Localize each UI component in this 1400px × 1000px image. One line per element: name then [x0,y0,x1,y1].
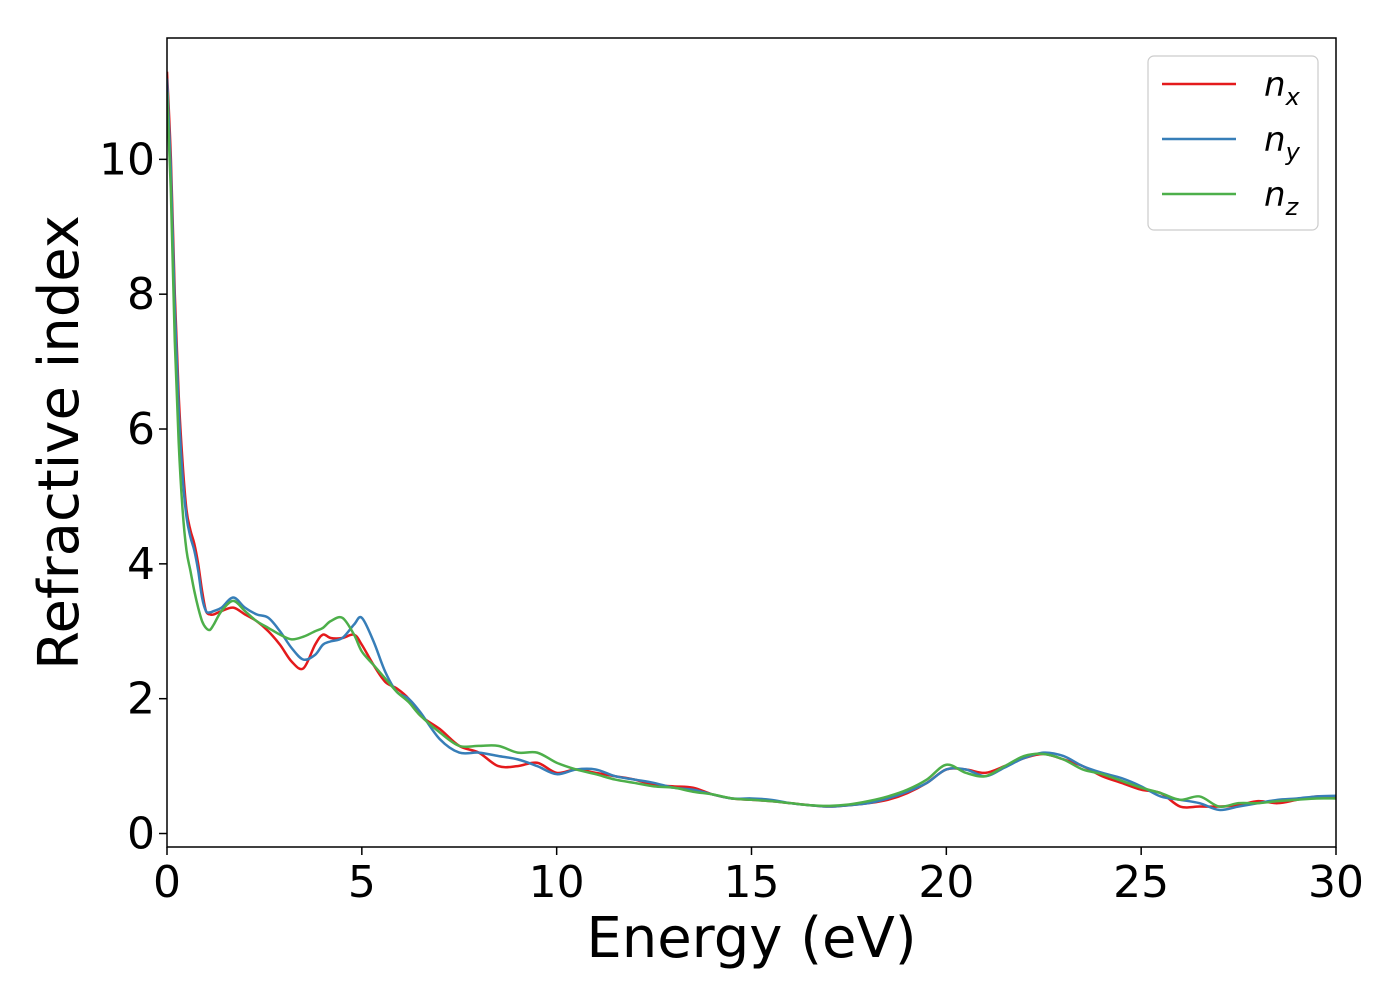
ticks-layer: 0 5 10 15 20 25 30 0 2 4 6 8 10 [99,134,1364,908]
x-tick-label: 0 [153,857,181,908]
y-axis-label: Refractive index [27,215,92,670]
x-axis-label: Energy (eV) [586,906,916,971]
y-tick-label: 0 [127,809,155,860]
y-tick-label: 6 [127,404,155,455]
y-tick-label: 8 [127,269,155,320]
x-tick-label: 30 [1308,857,1364,908]
legend-label-y: ny [1264,120,1301,166]
x-tick-label: 25 [1113,857,1169,908]
series-line-n-z [167,91,1336,808]
series-layer [167,71,1336,812]
legend-box [1147,55,1319,231]
x-tick-label: 5 [348,857,376,908]
x-tick-label: 15 [724,857,780,908]
y-tick-label: 4 [127,539,155,590]
x-tick-label: 20 [918,857,974,908]
series-line-n-y [167,78,1336,812]
x-tick-label: 10 [529,857,585,908]
y-tick-label: 10 [99,134,155,185]
legend-label-z: nz [1264,175,1300,221]
y-tick-label: 2 [127,674,155,725]
legend: nx ny nz [1147,55,1319,231]
legend-label-x: nx [1264,65,1301,111]
